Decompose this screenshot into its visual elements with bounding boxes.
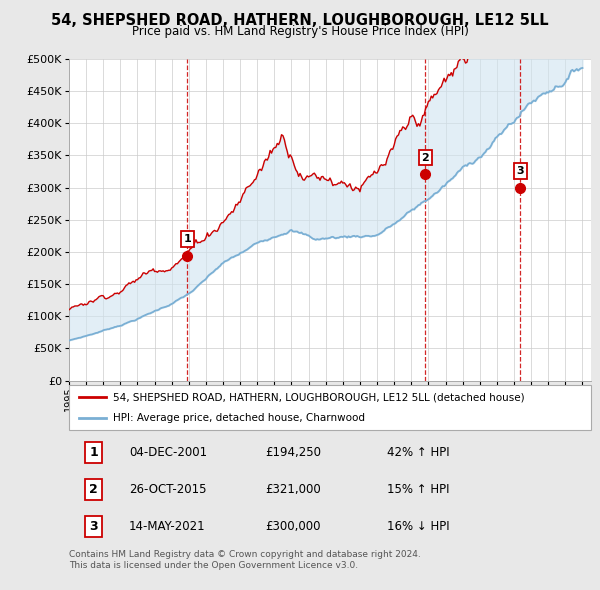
Text: 2: 2 [421, 153, 429, 162]
Text: 15% ↑ HPI: 15% ↑ HPI [388, 483, 450, 496]
Text: 2: 2 [89, 483, 98, 496]
Text: 16% ↓ HPI: 16% ↓ HPI [388, 520, 450, 533]
Text: 14-MAY-2021: 14-MAY-2021 [129, 520, 206, 533]
Text: 54, SHEPSHED ROAD, HATHERN, LOUGHBOROUGH, LE12 5LL: 54, SHEPSHED ROAD, HATHERN, LOUGHBOROUGH… [51, 13, 549, 28]
Text: 1: 1 [184, 234, 191, 244]
Text: £321,000: £321,000 [265, 483, 320, 496]
Text: Price paid vs. HM Land Registry's House Price Index (HPI): Price paid vs. HM Land Registry's House … [131, 25, 469, 38]
Text: 3: 3 [517, 166, 524, 176]
Text: This data is licensed under the Open Government Licence v3.0.: This data is licensed under the Open Gov… [69, 560, 358, 569]
Text: 26-OCT-2015: 26-OCT-2015 [129, 483, 206, 496]
Text: 04-DEC-2001: 04-DEC-2001 [129, 446, 207, 459]
Text: £300,000: £300,000 [265, 520, 320, 533]
Text: 54, SHEPSHED ROAD, HATHERN, LOUGHBOROUGH, LE12 5LL (detached house): 54, SHEPSHED ROAD, HATHERN, LOUGHBOROUGH… [113, 392, 525, 402]
Text: £194,250: £194,250 [265, 446, 321, 459]
Text: 1: 1 [89, 446, 98, 459]
Text: HPI: Average price, detached house, Charnwood: HPI: Average price, detached house, Char… [113, 414, 365, 424]
Text: 3: 3 [89, 520, 98, 533]
Text: 42% ↑ HPI: 42% ↑ HPI [388, 446, 450, 459]
Text: Contains HM Land Registry data © Crown copyright and database right 2024.: Contains HM Land Registry data © Crown c… [69, 550, 421, 559]
